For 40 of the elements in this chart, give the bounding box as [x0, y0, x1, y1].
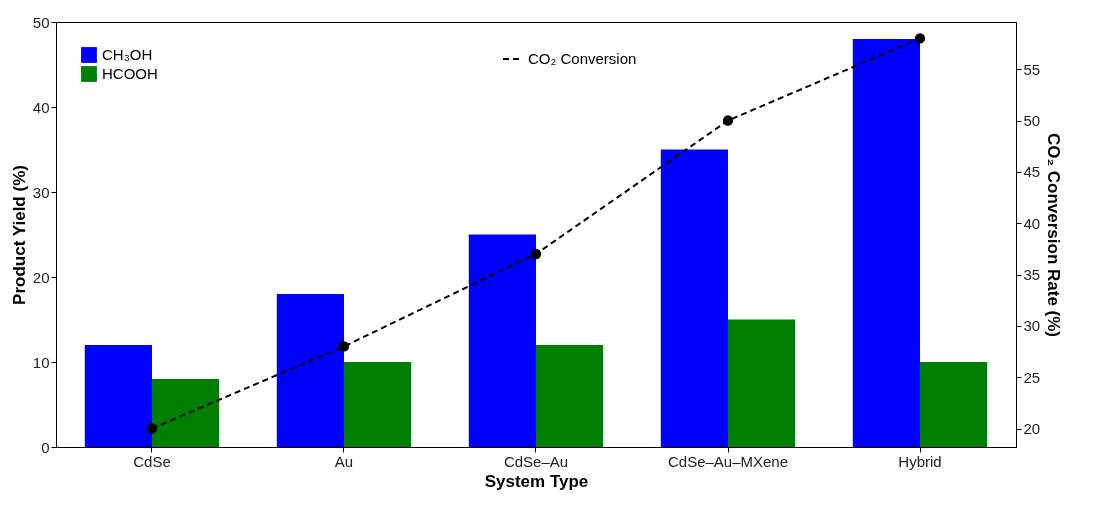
legend-label: HCOOH	[102, 65, 158, 82]
y2-tick-label: 20	[1023, 420, 1041, 438]
point	[338, 341, 350, 352]
bar	[660, 149, 728, 447]
point	[914, 33, 926, 44]
bar	[728, 319, 796, 447]
y-tick-label: 10	[32, 353, 50, 371]
bar	[344, 362, 412, 447]
y-tick-label: 30	[32, 183, 50, 201]
y-tick-label: 0	[41, 438, 50, 456]
y2-tick-label: 50	[1023, 112, 1041, 130]
y-tick-label: 50	[32, 13, 50, 31]
y2-axis-title: CO₂ Conversion Rate (%)	[1044, 132, 1064, 338]
y2-tick-label: 40	[1023, 214, 1041, 232]
bar	[852, 39, 920, 447]
y2-tick-label: 25	[1023, 368, 1041, 386]
x-axis-title: System Type	[484, 471, 589, 491]
y2-tick-label: 30	[1023, 317, 1041, 335]
bar	[536, 345, 604, 447]
x-tick-label: Au	[334, 452, 354, 470]
legend-label: CH₃OH	[102, 46, 153, 63]
y2-tick-label: 55	[1023, 60, 1041, 78]
point	[530, 248, 542, 260]
y2-tick-label: 35	[1023, 266, 1041, 284]
bar	[152, 379, 220, 447]
bar	[468, 234, 536, 447]
y2-tick-label: 45	[1023, 163, 1041, 181]
bar	[276, 294, 344, 447]
x-tick-label: Hybrid	[898, 452, 942, 470]
point	[722, 115, 734, 126]
y-tick-label: 20	[32, 268, 50, 286]
y-tick-label: 40	[32, 98, 50, 116]
x-tick-label: CdSe–Au	[503, 452, 569, 470]
legend-label: CO₂ Conversion	[528, 50, 637, 67]
y-axis-title: Product Yield (%)	[9, 165, 29, 305]
bar	[920, 362, 988, 447]
point	[146, 423, 158, 434]
x-tick-label: CdSe–Au–MXene	[667, 452, 789, 470]
x-tick-label: CdSe	[133, 452, 171, 470]
bar	[84, 345, 152, 447]
